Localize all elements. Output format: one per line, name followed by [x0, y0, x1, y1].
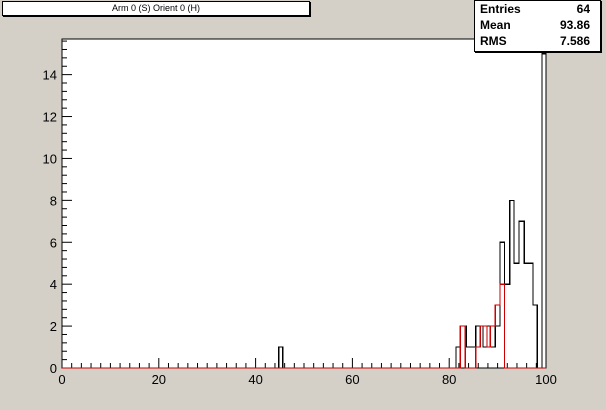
y-tick-label: 4 — [50, 277, 57, 292]
stats-row-mean: Mean 93.86 — [475, 17, 600, 33]
stats-key: Mean — [480, 18, 511, 32]
x-tick-label: 60 — [345, 372, 359, 387]
y-tick-label: 8 — [50, 193, 57, 208]
y-tick-label: 10 — [43, 151, 57, 166]
stats-value: 7.586 — [559, 34, 590, 48]
y-tick-label: 14 — [43, 68, 57, 83]
stats-box: Entries 64 Mean 93.86 RMS 7.586 — [474, 0, 601, 52]
x-tick-label: 100 — [535, 372, 557, 387]
stats-row-entries: Entries 64 — [475, 1, 600, 17]
plot-frame — [61, 38, 547, 369]
stats-key: RMS — [480, 34, 507, 48]
stats-value: 64 — [576, 2, 590, 16]
x-tick-label: 80 — [442, 372, 456, 387]
y-tick-label: 2 — [50, 319, 57, 334]
stats-row-rms: RMS 7.586 — [475, 33, 600, 49]
y-tick-label: 0 — [50, 361, 57, 376]
x-tick-label: 20 — [152, 372, 166, 387]
y-tick-label: 6 — [50, 235, 57, 250]
histogram-title: Arm 0 (S) Orient 0 (H) — [2, 1, 310, 16]
stats-value: 93.86 — [559, 18, 590, 32]
stats-key: Entries — [480, 2, 521, 16]
histogram-series-red — [62, 283, 546, 369]
x-tick-label: 0 — [58, 372, 65, 387]
x-tick-label: 40 — [248, 372, 262, 387]
y-tick-label: 12 — [43, 110, 57, 125]
